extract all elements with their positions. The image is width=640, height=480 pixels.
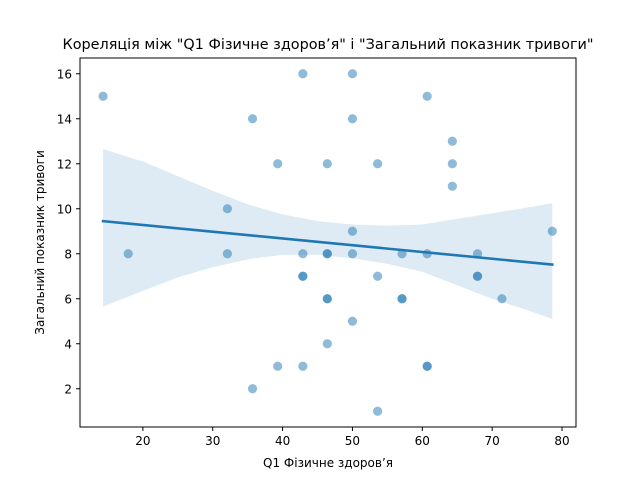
y-tick-label: 2 <box>64 382 72 396</box>
scatter-point <box>347 316 358 326</box>
y-tick-label: 12 <box>57 157 72 171</box>
y-tick-label: 10 <box>57 202 72 216</box>
scatter-point <box>347 69 358 79</box>
y-tick-label: 4 <box>64 337 72 351</box>
chart-title: Кореляція між "Q1 Фізичне здоров’я" і "З… <box>62 37 593 53</box>
scatter-point <box>222 249 232 259</box>
scatter-point <box>347 114 358 124</box>
scatter-point <box>472 271 483 281</box>
scatter-point <box>298 361 308 371</box>
scatter-point <box>298 249 308 259</box>
scatter-point <box>222 204 232 214</box>
scatter-point <box>447 181 457 191</box>
regression-line-layer <box>101 219 554 266</box>
x-axis: 20 30 40 50 60 70 80 <box>135 427 570 448</box>
scatter-point <box>98 91 108 101</box>
scatter-point <box>447 159 457 169</box>
x-tick-label: 50 <box>345 434 360 448</box>
scatter-point <box>298 271 308 281</box>
scatter-point <box>247 384 258 394</box>
y-tick-label: 14 <box>57 112 72 126</box>
scatter-point <box>422 361 432 371</box>
x-tick-label: 70 <box>485 434 500 448</box>
scatter-points-layer <box>98 69 557 416</box>
scatter-point <box>547 226 557 236</box>
scatter-point <box>422 91 432 101</box>
y-axis-label: Загальний показник тривоги <box>33 150 47 335</box>
scatter-point <box>347 249 358 259</box>
y-axis: 2 4 6 8 10 12 14 16 <box>57 67 80 396</box>
x-tick-label: 40 <box>275 434 290 448</box>
scatter-point <box>347 226 358 236</box>
plot-frame <box>79 57 577 428</box>
y-tick-label: 8 <box>64 247 72 261</box>
scatter-point <box>497 294 507 304</box>
confidence-band-layer <box>103 149 553 319</box>
scatter-point <box>322 249 332 259</box>
scatter-point <box>247 114 258 124</box>
scatter-point <box>322 294 332 304</box>
scatter-point <box>373 406 383 416</box>
scatter-point <box>397 294 407 304</box>
confidence-band <box>103 149 553 319</box>
scatter-point <box>322 339 332 349</box>
scatter-point <box>273 159 283 169</box>
scatter-point <box>373 271 383 281</box>
regression-line <box>101 219 554 266</box>
scatter-point <box>447 136 457 146</box>
scatter-point <box>322 159 332 169</box>
x-tick-label: 30 <box>205 434 220 448</box>
scatter-point <box>273 361 283 371</box>
scatter-point <box>298 69 308 79</box>
scatter-point <box>373 159 383 169</box>
y-tick-label: 16 <box>57 67 72 81</box>
scatter-point <box>123 249 133 259</box>
x-tick-label: 60 <box>415 434 430 448</box>
x-tick-label: 80 <box>554 434 569 448</box>
x-tick-label: 20 <box>135 434 150 448</box>
y-tick-label: 6 <box>64 292 72 306</box>
x-axis-label: Q1 Фізичне здоров’я <box>263 456 393 470</box>
